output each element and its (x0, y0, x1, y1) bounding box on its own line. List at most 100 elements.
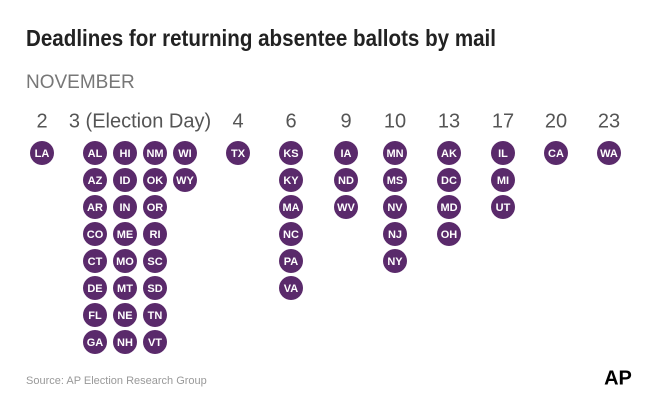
state-dot (83, 195, 107, 219)
state-dot (113, 276, 137, 300)
state-dot (143, 195, 167, 219)
state-dot (383, 141, 407, 165)
state-dot (544, 141, 568, 165)
state-label: NC (283, 229, 299, 241)
state-dot (279, 276, 303, 300)
state-label: ME (117, 229, 134, 241)
state-label: WA (600, 148, 618, 160)
state-label: TN (148, 310, 163, 322)
state-label: AL (88, 148, 103, 160)
state-label: NH (117, 337, 133, 349)
state-dot (113, 303, 137, 327)
state-label: IN (120, 202, 131, 214)
state-dot (279, 249, 303, 273)
state-dot (279, 195, 303, 219)
state-dot (143, 330, 167, 354)
state-dot (143, 276, 167, 300)
state-dot (173, 141, 197, 165)
state-dot (383, 222, 407, 246)
state-dot (279, 222, 303, 246)
state-label: NV (387, 202, 403, 214)
state-dot (437, 141, 461, 165)
state-label: MS (387, 175, 404, 187)
state-label: MA (282, 202, 299, 214)
state-label: MN (386, 148, 403, 160)
state-label: OH (441, 229, 458, 241)
day-label: 6 (285, 110, 296, 132)
state-label: WY (176, 175, 194, 187)
state-dot (383, 249, 407, 273)
state-label: KY (283, 175, 299, 187)
day-label: 10 (384, 110, 406, 132)
day-label: 17 (492, 110, 514, 132)
state-label: ID (120, 175, 131, 187)
title: Deadlines for returning absentee ballots… (26, 25, 496, 51)
state-dot (437, 168, 461, 192)
state-label: DC (441, 175, 457, 187)
day-label: 4 (232, 110, 243, 132)
state-label: UT (496, 202, 511, 214)
state-dot (83, 249, 107, 273)
state-label: TX (231, 148, 246, 160)
state-dot (113, 141, 137, 165)
state-label: VA (284, 283, 299, 295)
state-label: IL (498, 148, 508, 160)
state-dot (173, 168, 197, 192)
state-dot (83, 222, 107, 246)
day-label: 9 (340, 110, 351, 132)
state-label: CO (87, 229, 104, 241)
state-dot (226, 141, 250, 165)
state-dot (143, 222, 167, 246)
state-dot (334, 168, 358, 192)
state-label: NY (387, 256, 403, 268)
state-label: WV (337, 202, 355, 214)
state-label: AZ (88, 175, 103, 187)
state-label: AK (441, 148, 457, 160)
state-label: MI (497, 175, 509, 187)
state-label: OK (147, 175, 164, 187)
state-dot (83, 168, 107, 192)
state-label: MO (116, 256, 134, 268)
logo: AP (604, 367, 632, 389)
state-dot (143, 249, 167, 273)
day-label: 20 (545, 110, 567, 132)
state-label: PA (284, 256, 299, 268)
state-dot (334, 141, 358, 165)
state-label: SC (147, 256, 162, 268)
state-dot (83, 303, 107, 327)
day-label: 3 (Election Day) (69, 110, 211, 132)
state-label: OR (147, 202, 164, 214)
state-label: DE (87, 283, 102, 295)
state-dot (597, 141, 621, 165)
state-label: NE (117, 310, 132, 322)
state-dot (491, 168, 515, 192)
state-dot (113, 222, 137, 246)
state-label: GA (87, 337, 104, 349)
state-dot (113, 195, 137, 219)
state-dot (113, 168, 137, 192)
state-label: CT (88, 256, 103, 268)
subtitle: NOVEMBER (26, 72, 135, 93)
state-label: SD (147, 283, 162, 295)
state-label: FL (88, 310, 102, 322)
state-label: VT (148, 337, 162, 349)
source: Source: AP Election Research Group (26, 375, 207, 387)
day-label: 13 (438, 110, 460, 132)
state-dot (83, 276, 107, 300)
state-dot (143, 168, 167, 192)
state-dot (383, 168, 407, 192)
state-label: NJ (388, 229, 402, 241)
state-label: NM (146, 148, 163, 160)
day-label: 2 (36, 110, 47, 132)
state-dot (437, 195, 461, 219)
state-label: IA (341, 148, 352, 160)
state-dot (30, 141, 54, 165)
state-label: HI (120, 148, 131, 160)
state-label: CA (548, 148, 564, 160)
day-label: 23 (598, 110, 620, 132)
state-dot (113, 249, 137, 273)
state-dot (143, 303, 167, 327)
state-dot (491, 141, 515, 165)
